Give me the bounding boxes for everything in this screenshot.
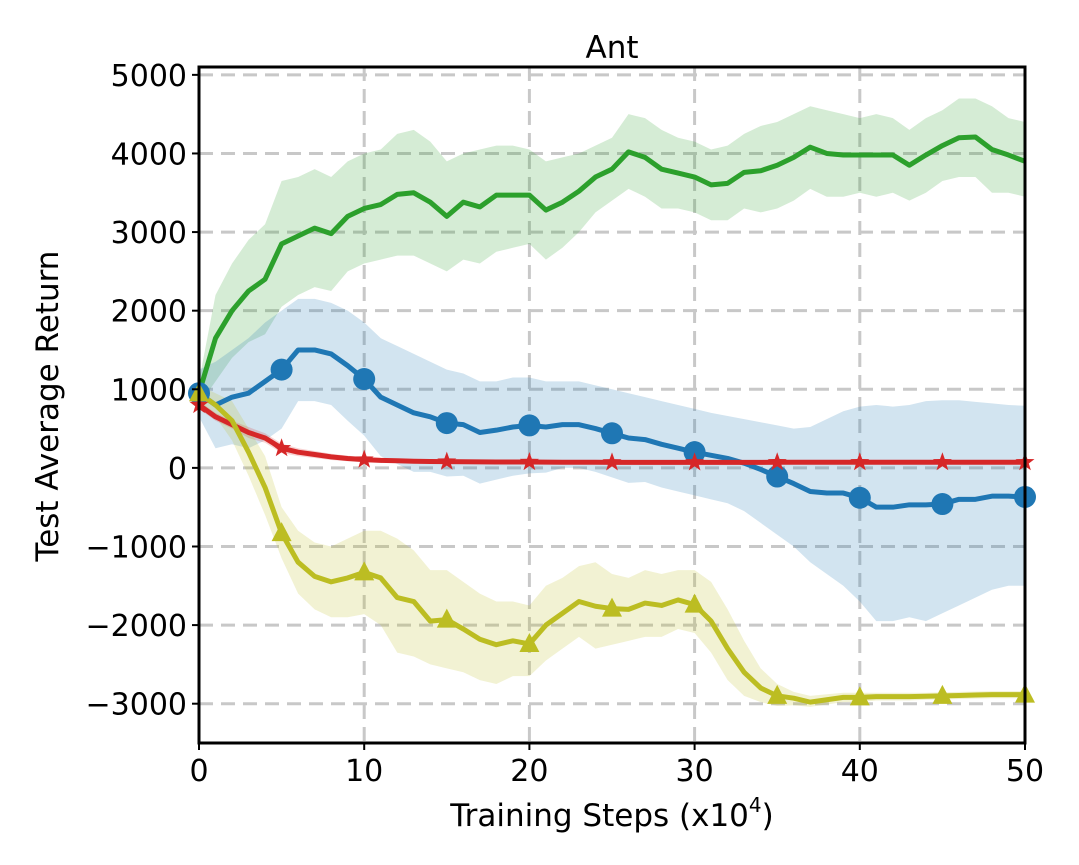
blue-marker <box>353 368 376 391</box>
y-tick-label: 0 <box>168 452 187 487</box>
olive-marker <box>932 684 953 704</box>
y-axis-label: Test Average Return <box>30 251 66 563</box>
x-tick-label: 50 <box>1006 754 1044 789</box>
y-tick-label: −2000 <box>86 609 187 644</box>
blue-marker <box>601 422 623 445</box>
olive-marker <box>436 608 457 628</box>
red-marker <box>767 452 787 471</box>
y-tick-label: −3000 <box>86 688 187 723</box>
red-marker <box>932 452 952 471</box>
olive-marker <box>602 597 622 617</box>
x-axis-label: Training Steps (x104) <box>449 793 774 834</box>
red-marker <box>354 449 374 468</box>
x-tick-label: 10 <box>345 754 383 789</box>
red-marker <box>685 452 705 471</box>
blue-marker <box>683 441 706 464</box>
blue-marker <box>435 412 458 435</box>
y-axis-ticks: −3000 −2000 −1000 0 1000 2000 3000 4000 5000 <box>86 59 199 723</box>
red-marker <box>272 438 292 457</box>
blue-marker <box>848 486 871 509</box>
chart-title: Ant <box>585 30 638 66</box>
olive-marker <box>849 686 870 706</box>
red-marker <box>602 452 622 471</box>
blue-marker <box>270 358 293 381</box>
y-tick-label: 5000 <box>111 59 187 94</box>
green-confidence-band <box>199 98 1025 405</box>
blue-marker <box>931 493 954 516</box>
series-markers <box>188 358 1036 706</box>
y-tick-label: 1000 <box>111 373 187 408</box>
olive-marker <box>271 522 292 542</box>
x-tick-label: 20 <box>510 754 548 789</box>
plot-frame <box>197 65 1027 745</box>
olive-marker <box>354 561 375 581</box>
red-marker <box>519 452 539 471</box>
y-tick-label: 2000 <box>111 295 187 330</box>
red-marker <box>850 452 870 471</box>
y-tick-label: 4000 <box>111 137 187 172</box>
olive-marker <box>519 632 540 652</box>
x-tick-label: 30 <box>676 754 714 789</box>
blue-marker <box>766 465 789 488</box>
y-tick-label: 3000 <box>111 216 187 251</box>
blue-marker <box>518 414 541 437</box>
x-axis-ticks: 0 10 20 30 40 50 <box>189 743 1044 789</box>
olive-marker <box>684 593 705 613</box>
olive-confidence-band <box>199 385 1025 707</box>
red-marker <box>437 451 457 470</box>
y-tick-label: −1000 <box>86 530 187 565</box>
olive-marker <box>767 684 788 704</box>
green-series-line <box>196 134 1026 394</box>
x-tick-label: 0 <box>189 754 208 789</box>
x-tick-label: 40 <box>841 754 879 789</box>
